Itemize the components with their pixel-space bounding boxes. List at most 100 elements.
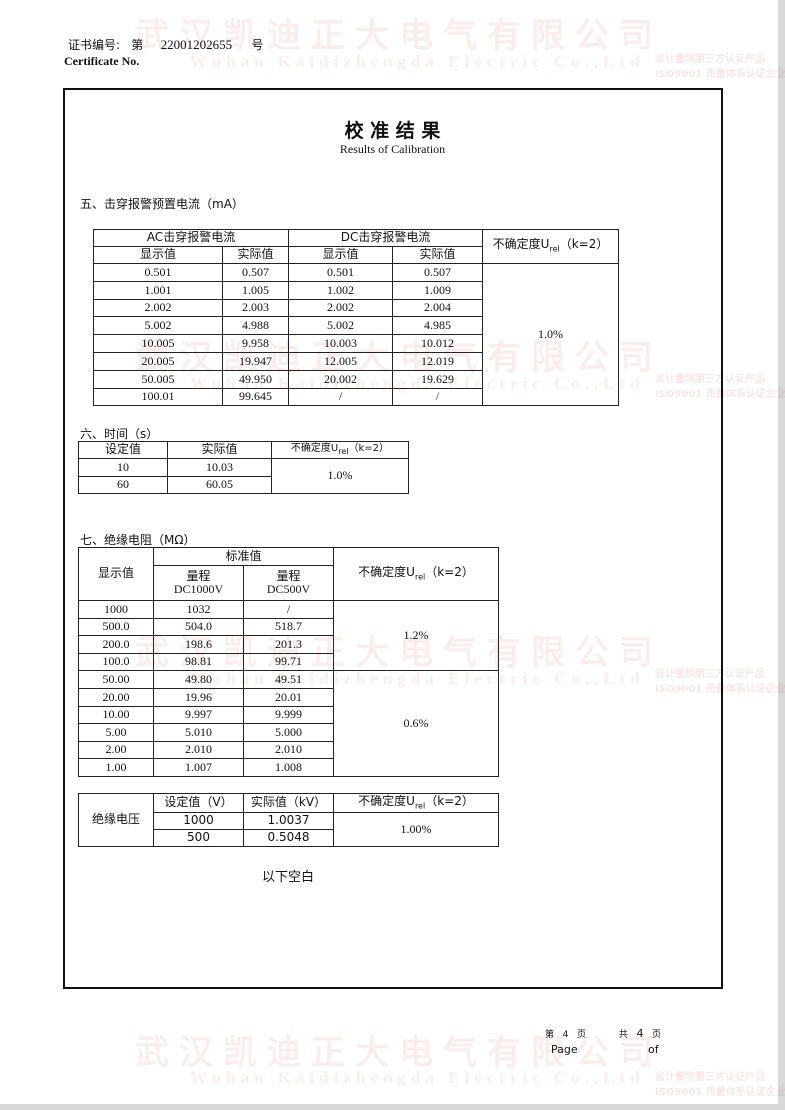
table-row: 1000 1032/1.2%	[78, 599, 500, 672]
page-number-cn: 第 4 页 共 4 页	[545, 1027, 662, 1040]
cell: /	[392, 387, 484, 407]
blank-note: 以下空白	[262, 870, 315, 885]
uncertainty-header: 不确定度Urel（k=2）	[271, 441, 409, 459]
cell: 50.005	[93, 369, 223, 389]
table-row: 50.005 49.950 20.002 19.629	[93, 369, 619, 389]
cell: 49.51	[242, 670, 335, 689]
col-set: 设定值	[78, 441, 168, 459]
cell: 2.010	[242, 740, 335, 760]
cell: 1.008	[242, 758, 335, 777]
watermark: Wuhan Kaidizhengda Electric Co.,Ltd	[190, 1068, 645, 1087]
cert-number: 22001202655	[160, 37, 233, 52]
cell: 1000	[153, 812, 244, 830]
cell: 9.997	[153, 705, 244, 725]
table-row: 1.001 1.005 1.002 1.009	[93, 280, 619, 300]
section-heading: 五、击穿报警预置电流（mA）	[80, 197, 244, 211]
cell: 0.5048	[243, 829, 334, 847]
cell: 10.03	[167, 458, 272, 477]
watermark: Wuhan Kaidizhengda Electric Co.,Ltd	[190, 52, 645, 71]
cell: 1.001	[93, 280, 223, 300]
cell: 98.81	[153, 652, 244, 672]
col-display: 显示值	[93, 246, 223, 264]
content-frame	[63, 88, 723, 989]
cell: 2.003	[221, 298, 290, 318]
col-set: 设定值（V）	[153, 793, 244, 813]
uncertainty-value: 1.0%	[482, 262, 620, 407]
cell: 0.501	[93, 263, 223, 282]
col-actual: 实际值（kV）	[243, 793, 334, 813]
cell: 1000	[78, 600, 154, 619]
col-actual: 实际值	[167, 441, 272, 459]
cell: 10.012	[392, 334, 484, 353]
cell: 5.010	[153, 723, 244, 742]
cell: 0.507	[221, 263, 290, 282]
table-row: 0.501 0.507 0.501 0.507 1.0%	[93, 262, 620, 407]
uncertainty-value: 1.00%	[333, 812, 499, 847]
col-standard: 标准值	[152, 547, 335, 566]
cell: 2.00	[78, 740, 154, 760]
cell: 1.009	[392, 280, 484, 300]
cell: 99.645	[221, 387, 290, 407]
cell: 5.000	[242, 723, 335, 742]
watermark-badge: 省计量院第三方认证产品 ISO9001 质量体系认证企业	[655, 1072, 785, 1098]
cell: 9.958	[221, 334, 290, 353]
page-shadow	[0, 1104, 785, 1110]
table-row: 10 10.03 1.0%	[78, 458, 409, 494]
cell: 1.0037	[243, 812, 334, 830]
cell: 99.71	[242, 652, 335, 672]
cell: 4.985	[392, 316, 484, 336]
cell: 2.002	[93, 298, 223, 318]
page-subtitle: Results of Calibration	[339, 142, 446, 156]
table-row: 2.00 2.010 2.010	[78, 740, 499, 760]
table-row: 100.0 98.81 99.71	[78, 652, 499, 672]
uncertainty-value: 1.0%	[271, 458, 409, 494]
page-shadow	[778, 0, 785, 1110]
table-row: 20.00 19.96 20.01	[78, 687, 499, 707]
cell: 1.005	[221, 280, 290, 300]
table-row: 5.00 5.010 5.000	[78, 723, 499, 742]
cell: 19.96	[153, 687, 244, 707]
cell: 1032	[153, 600, 244, 619]
cell: 0.501	[288, 263, 394, 282]
cell: 500	[153, 829, 244, 847]
table-row: 60 60.05	[78, 475, 409, 494]
cert-label-en: Certificate No.	[64, 54, 140, 68]
cell: 2.002	[288, 298, 394, 318]
cell: 9.999	[242, 705, 335, 725]
range-500v: 量程 DC500V	[242, 565, 335, 601]
table-row: 50.00 49.80 49.51 0.6%	[78, 670, 500, 777]
uncertainty-header: 不确定度Urel（k=2）	[333, 793, 499, 813]
cell: 20.005	[93, 351, 223, 371]
range-1000v: 量程 DC1000V	[153, 565, 244, 601]
cell: 19.629	[392, 369, 484, 389]
cert-prefix: 第	[131, 38, 144, 52]
cell: 5.002	[93, 316, 223, 336]
cell: 5.002	[288, 316, 394, 336]
cell: /	[242, 600, 335, 619]
cell: 60	[78, 475, 168, 494]
cell: 10.005	[93, 334, 223, 353]
cell: 20.002	[288, 369, 394, 389]
cell: 20.00	[78, 687, 154, 707]
cell: 1.007	[153, 758, 244, 777]
cell: 60.05	[167, 475, 272, 494]
col-display: 显示值	[288, 246, 394, 264]
cell: 504.0	[153, 617, 244, 637]
row-label: 绝缘电压	[78, 793, 154, 847]
cell: 20.01	[242, 687, 335, 707]
section-heading: 六、时间（s）	[80, 427, 159, 441]
cell: 5.00	[78, 723, 154, 742]
cell: 10.00	[78, 705, 154, 725]
cell: 12.005	[288, 351, 394, 371]
table-row: 100.01 99.645//	[93, 387, 619, 407]
uncertainty-value: 0.6%	[333, 670, 500, 777]
cell: 1.00	[78, 758, 154, 777]
time-table: 设定值 实际值 不确定度Urel（k=2） 10 10.03 1.0% 60 60.05	[78, 441, 409, 494]
cell: 2.010	[153, 740, 244, 760]
uncertainty-header: 不确定度Urel（k=2）	[482, 229, 620, 264]
cell: 49.80	[153, 670, 244, 689]
cell: 500.0	[78, 617, 154, 637]
page-label-en: Page	[551, 1043, 578, 1056]
cell: 1.002	[288, 280, 394, 300]
cell: 10	[78, 458, 168, 477]
